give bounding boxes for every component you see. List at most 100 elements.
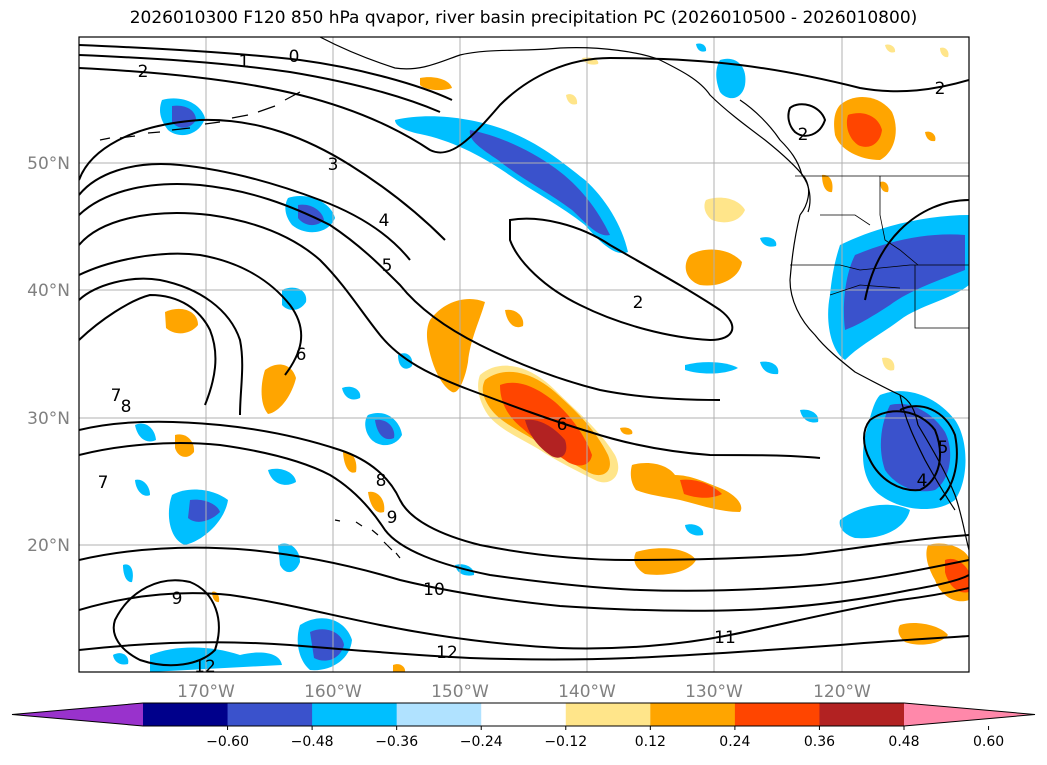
neg-patch-mid-12 [800, 409, 819, 423]
pos-patch-central-red [500, 382, 592, 466]
neg-patch-south-2 [150, 647, 282, 672]
neg-patch-west-us-core [843, 234, 965, 330]
contour-label: 12 [436, 643, 458, 663]
pos-patch-small-5 [882, 357, 895, 371]
bc-coast [739, 99, 811, 213]
contour-6-lower [79, 252, 303, 376]
contour-label: 8 [121, 397, 132, 417]
neg-patch-mid-5 [398, 353, 413, 369]
contour-9-left [112, 579, 220, 667]
pos-patch-ne [704, 197, 745, 223]
lon-label: 140°W [558, 682, 616, 702]
colorbar-segment [143, 703, 229, 726]
pos-patch-bc-red [846, 113, 882, 147]
neg-patch-mid-3 [716, 58, 746, 99]
pos-patch-alaska [420, 77, 452, 91]
contour-7 [79, 277, 244, 416]
colorbar-tick-label: 0.60 [973, 734, 1004, 750]
contour-label: 6 [296, 345, 307, 365]
baja-coast [899, 394, 956, 511]
pos-patch-small-11 [925, 131, 936, 142]
colorbar-tick-label: 0.36 [804, 734, 835, 750]
contour-east-edge [864, 199, 969, 301]
colorbar-tick-label: 0.48 [888, 734, 919, 750]
pos-patch-small-3 [505, 309, 524, 328]
contour-5 [79, 183, 721, 401]
contour-labels: 0 1 2 3 4 5 6 7 8 9 10 11 12 2 6 8 9 7 2… [98, 47, 949, 677]
neg-patch-mid-18 [113, 653, 129, 665]
pos-patch-small-9 [885, 44, 896, 53]
colorbar-segment [312, 703, 398, 726]
alaska-coast [319, 37, 810, 216]
contour-9 [79, 442, 969, 592]
contour-label: 4 [379, 211, 390, 231]
contour-3 [79, 118, 446, 241]
contour-label: 9 [172, 589, 183, 609]
contour-label: 5 [938, 438, 949, 458]
pos-patch-mexico-red [945, 558, 969, 593]
neg-patch-mid-4 [685, 362, 738, 374]
pos-patch-small-13 [880, 181, 889, 193]
neg-patch-mid-9 [135, 479, 150, 496]
latitude-labels: 50°N 40°N 30°N 20°N [27, 154, 70, 556]
colorbar-tick-label: −0.12 [544, 734, 587, 750]
pos-patch-south-1 [634, 548, 696, 575]
political-boundaries [790, 175, 969, 329]
pos-patch-small-14 [393, 664, 406, 672]
neg-patch-mid-7 [278, 543, 300, 573]
pos-patch-central-dark [525, 419, 567, 458]
pos-patch-small-10 [940, 47, 949, 58]
contour-2-east [787, 103, 827, 137]
lat-label: 30°N [27, 409, 70, 429]
lat-label: 50°N [27, 154, 70, 174]
colorbar-segment [650, 703, 736, 726]
lon-label: 170°W [177, 682, 235, 702]
pos-patch-small-6 [566, 94, 578, 105]
pos-patch-sw-3 [175, 434, 195, 457]
contour-label: 4 [917, 471, 928, 491]
pos-patch-east-1-red [680, 479, 722, 498]
neg-patch-mid-10 [268, 468, 296, 485]
neg-patch-west-pac-1-core [188, 499, 220, 522]
neg-patch-mid-2 [282, 287, 307, 310]
contour-label: 6 [557, 415, 568, 435]
contour-label: 12 [194, 657, 216, 677]
contour-label: 1 [239, 52, 250, 72]
us-west-coast [789, 214, 919, 426]
colorbar: −0.60 −0.48 −0.36 −0.24 −0.12 0.12 0.24 0.36 0.4… [11, 702, 1036, 750]
contour-label: 7 [98, 473, 109, 493]
contour-label: 0 [289, 47, 300, 67]
contour-11 [79, 587, 969, 650]
pos-patch-small-1 [343, 451, 357, 473]
gridlines [79, 37, 969, 672]
contour-label: 11 [714, 628, 736, 648]
neg-patch-mid-6 [342, 386, 361, 400]
map-frame [78, 36, 970, 673]
pos-patch-small-4 [822, 174, 833, 193]
contour-4 [79, 163, 411, 261]
contour-label: 10 [423, 580, 445, 600]
contour-label: 2 [138, 62, 149, 82]
pos-patch-sw-2 [165, 308, 198, 334]
neg-patch-mid-16 [760, 361, 779, 375]
colorbar-extend-min [12, 703, 143, 726]
contour-label: 5 [382, 256, 393, 276]
colorbar-segment [481, 703, 567, 726]
figure-title: 2026010300 F120 850 hPa qvapor, river ba… [129, 8, 918, 28]
longitude-labels: 170°W 160°W 150°W 140°W 130°W 120°W [177, 682, 871, 702]
contour-2-north [79, 56, 969, 154]
contour-label: 2 [798, 125, 809, 145]
aleutian-chain [99, 91, 301, 141]
neg-patch-mexico [839, 504, 910, 539]
contour-1 [79, 54, 441, 113]
contour-5-east [899, 405, 958, 501]
colorbar-ticks: −0.60 −0.48 −0.36 −0.24 −0.12 0.12 0.24 0.36 0.4… [206, 726, 1004, 750]
colorbar-segments [11, 702, 1036, 727]
neg-patch-mid-8 [135, 423, 156, 442]
contour-10 [79, 546, 969, 612]
pos-patch-small-12 [620, 427, 633, 435]
contour-label: 7 [111, 386, 122, 406]
hawaii-islands [334, 519, 401, 559]
contour-label: 2 [935, 79, 946, 99]
colorbar-segment [734, 703, 820, 726]
